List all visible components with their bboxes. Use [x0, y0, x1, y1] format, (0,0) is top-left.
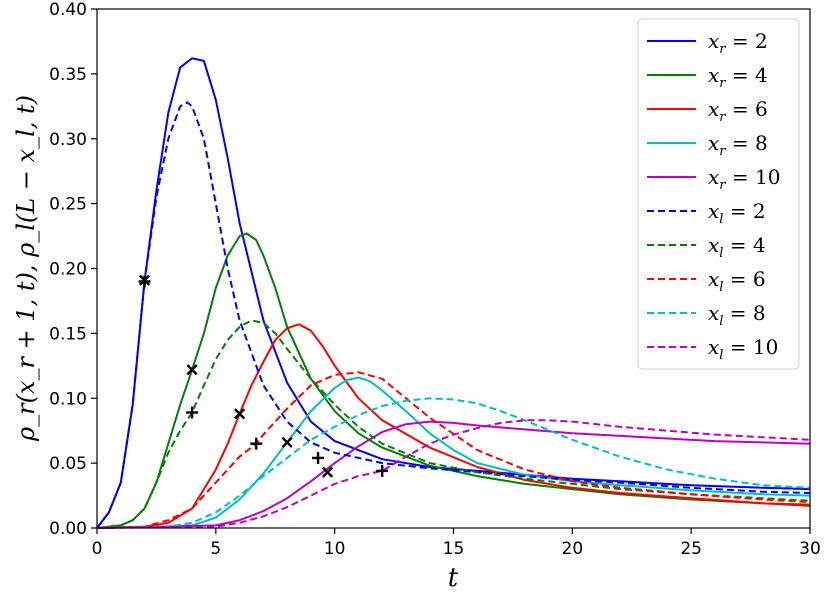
plus-marker-5: [138, 275, 151, 288]
y-tick-label: 0.30: [49, 130, 87, 150]
x-tick-label: 5: [210, 539, 221, 559]
legend-label-r-4: xr = 4: [708, 63, 768, 91]
x-tick-label: 20: [562, 539, 584, 559]
plus-marker-7: [250, 437, 263, 450]
plus-marker-8: [312, 451, 325, 464]
series-line-l-8: [96, 397, 811, 529]
series-line-r-8: [96, 376, 811, 529]
x-tick-label: 30: [799, 539, 821, 559]
legend-label-l-8: xl = 8: [708, 301, 766, 329]
y-tick-label: 0.40: [49, 0, 87, 20]
legend-label-r-6: xr = 6: [708, 97, 768, 125]
x-marker-3: [281, 436, 293, 448]
series-line-l-6: [96, 371, 811, 529]
markers: [138, 274, 389, 478]
y-tick-label: 0.10: [49, 389, 87, 409]
x-tick-label: 10: [324, 539, 346, 559]
series-line-l-2: [96, 101, 811, 529]
legend-label-r-10: xr = 10: [708, 165, 780, 193]
series-line-l-4: [96, 319, 811, 529]
x-tick-label: 25: [680, 539, 702, 559]
legend-box: [637, 18, 800, 370]
x-axis-label: t: [448, 563, 459, 593]
legend-label-l-10: xl = 10: [708, 335, 778, 363]
legend-label-r-8: xr = 8: [708, 131, 768, 159]
x-marker-4: [322, 466, 334, 478]
x-marker-2: [234, 408, 246, 420]
y-tick-label: 0.05: [49, 454, 87, 474]
legend: xr = 2 xr = 4 xr = 6 xr = 8 xr = 10 xl = 2 xl …: [637, 18, 800, 370]
series-line-r-4: [96, 232, 811, 529]
series-line-l-10: [96, 419, 811, 529]
plus-marker-6: [186, 406, 199, 419]
x-tick-label: 0: [92, 539, 103, 559]
y-tick-label: 0.35: [49, 65, 87, 85]
legend-label-l-2: xl = 2: [708, 199, 766, 227]
legend-label-l-4: xl = 4: [708, 233, 766, 261]
x-marker-1: [186, 364, 198, 376]
y-tick-label: 0.15: [49, 324, 87, 344]
y-tick-label: 0.00: [49, 519, 87, 539]
y-tick-label: 0.25: [49, 195, 87, 215]
legend-label-r-2: xr = 2: [708, 29, 768, 57]
y-axis-label: ρ_r(x_r + 1, t), ρ_l(L − x_l, t): [12, 95, 40, 442]
legend-label-l-6: xl = 6: [708, 267, 766, 295]
series-lines: [96, 57, 811, 529]
x-tick-label: 15: [443, 539, 465, 559]
y-axis-ticks: 0.00 0.05 0.10 0.15 0.20 0.25 0.30 0.35 0.40: [49, 0, 97, 539]
plus-marker-9: [376, 464, 389, 477]
series-line-r-6: [96, 323, 811, 529]
y-tick-label: 0.20: [49, 260, 87, 280]
x-axis-ticks: 0 5 10 15 20 25 30: [92, 528, 821, 559]
series-line-r-10: [96, 420, 811, 529]
